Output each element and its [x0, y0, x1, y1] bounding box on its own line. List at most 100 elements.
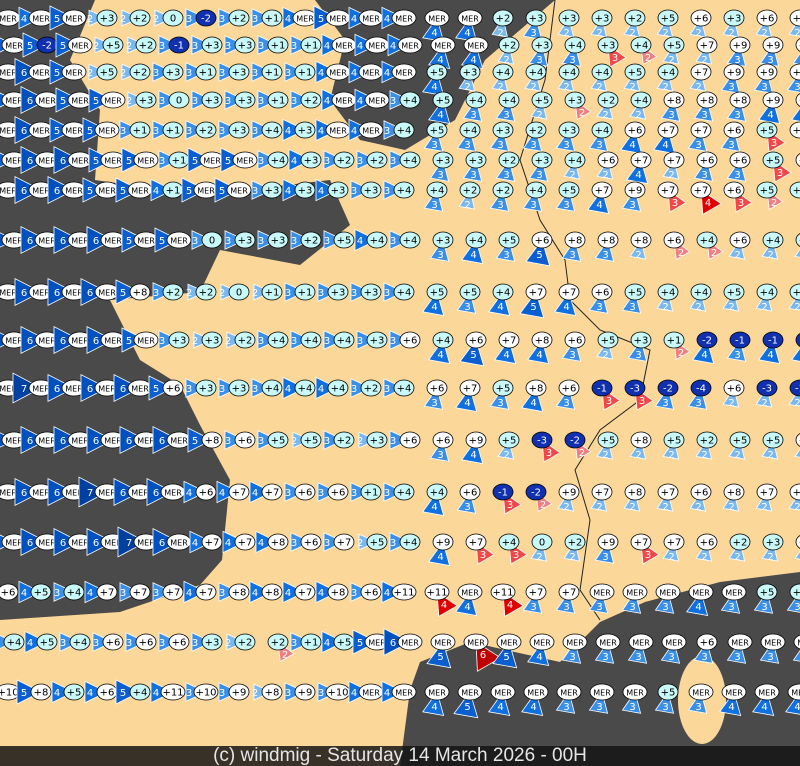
station: 3+7: [555, 583, 580, 614]
wind-force-label: 3: [536, 55, 542, 66]
wind-force-label: 4: [351, 688, 357, 699]
temperature-label: +9: [232, 688, 247, 699]
temperature-label: +2: [733, 538, 748, 549]
temperature-label: +4: [271, 336, 286, 347]
station: 3+4: [561, 36, 586, 67]
station: 3+2: [522, 121, 547, 152]
temperature-badge: [261, 483, 283, 501]
temperature-badge: [630, 151, 652, 169]
temperature-badge: [459, 483, 481, 501]
temperature-label: -1: [498, 488, 508, 499]
station: 2+5: [623, 63, 646, 93]
temperature-badge: [762, 331, 784, 349]
station: 2+5: [756, 181, 784, 211]
wind-force-label: 3: [701, 170, 707, 181]
station: 4+7: [222, 530, 256, 554]
station: 4+8: [249, 580, 283, 604]
temperature-label: MER: [731, 639, 749, 648]
temperature-badge: [795, 433, 800, 447]
station: 2+6: [689, 9, 712, 39]
station: 3-1: [591, 379, 621, 411]
station: 3+4: [251, 120, 283, 140]
station: 3+5: [323, 230, 355, 250]
wind-force-label: 4: [497, 702, 503, 713]
wind-force-label: 3: [662, 398, 668, 409]
station: 3+4: [53, 582, 85, 602]
wind-arrow: [794, 448, 800, 458]
temperature-label: +8: [727, 488, 742, 499]
temperature-badge: [531, 431, 553, 449]
temperature-badge: [300, 151, 322, 169]
temperature-badge: [624, 121, 646, 139]
wind-force-label: 2: [701, 450, 707, 461]
wind-force-label: 6: [21, 126, 27, 137]
temperature-label: +8: [331, 588, 346, 599]
wind-force-label: 5: [126, 156, 132, 167]
wind-force-label: 3: [695, 398, 701, 409]
temperature-label: +8: [628, 488, 643, 499]
wind-force-label: 3: [159, 156, 165, 167]
wind-arrow: [86, 425, 114, 455]
station: 3-2: [185, 8, 217, 28]
station: 2+5: [93, 36, 124, 54]
temperature-badge: [531, 331, 553, 349]
temperature-label: +6: [469, 336, 484, 347]
wind-arrow: [152, 425, 180, 455]
wind-force-label: 6: [93, 336, 99, 347]
temperature-label: MER: [137, 539, 155, 548]
temperature-label: +3: [205, 41, 220, 52]
wind-arrow: [282, 580, 306, 604]
temperature-label: +5: [106, 41, 121, 52]
station: 3+4: [462, 91, 487, 122]
temperature-badge: [628, 633, 654, 651]
temperature-badge: [729, 231, 751, 249]
wind-force-label: 3: [596, 602, 602, 613]
temperature-badge: [696, 633, 718, 651]
wind-force-label: 4: [390, 41, 396, 52]
temperature-label: MER: [467, 639, 485, 648]
temperature-label: MER: [131, 187, 149, 196]
wind-force-label: 3: [464, 502, 470, 513]
wind-force-label: 3: [318, 688, 324, 699]
wind-arrow: [249, 580, 273, 604]
wind-force-label: 6: [60, 236, 66, 247]
temperature-label: +6: [700, 156, 715, 167]
station: 3 +1: [257, 35, 289, 55]
temperature-badge: [162, 379, 184, 397]
temperature-label: MER: [32, 289, 50, 298]
station: 3+8: [693, 91, 718, 122]
temperature-label: MER: [38, 97, 56, 106]
temperature-label: +3: [568, 96, 583, 107]
temperature-label: +7: [232, 488, 247, 499]
temperature-label: MER: [434, 639, 452, 648]
wind-force-label: 4: [701, 350, 707, 361]
station: 3+2: [218, 8, 250, 28]
wind-force-label: 4: [324, 96, 330, 107]
station: 5 +4: [115, 679, 151, 705]
temperature-badge: [591, 181, 613, 199]
temperature-badge: [195, 121, 217, 139]
temperature-label: +7: [661, 488, 676, 499]
temperature-badge: [234, 533, 256, 551]
station: 2+5: [662, 36, 685, 66]
wind-force-label: 2: [701, 55, 707, 66]
temperature-badge: [663, 231, 685, 249]
station: 3+2: [495, 151, 520, 182]
station: 3+4: [383, 482, 415, 502]
station: 2+3: [126, 91, 157, 109]
temperature-label: +4: [397, 288, 412, 299]
wind-force-label: 2: [635, 250, 641, 261]
wind-arrow: [20, 425, 48, 455]
station: 3 +1: [251, 62, 283, 82]
temperature-label: MER: [659, 589, 677, 598]
temperature-badge: [630, 431, 652, 449]
wind-force-label: 3: [186, 688, 192, 699]
wind-force-label: 6: [60, 156, 66, 167]
station: 2+4: [689, 283, 712, 313]
wind-force-label: 5: [93, 96, 99, 107]
station: 4+9: [461, 431, 487, 465]
